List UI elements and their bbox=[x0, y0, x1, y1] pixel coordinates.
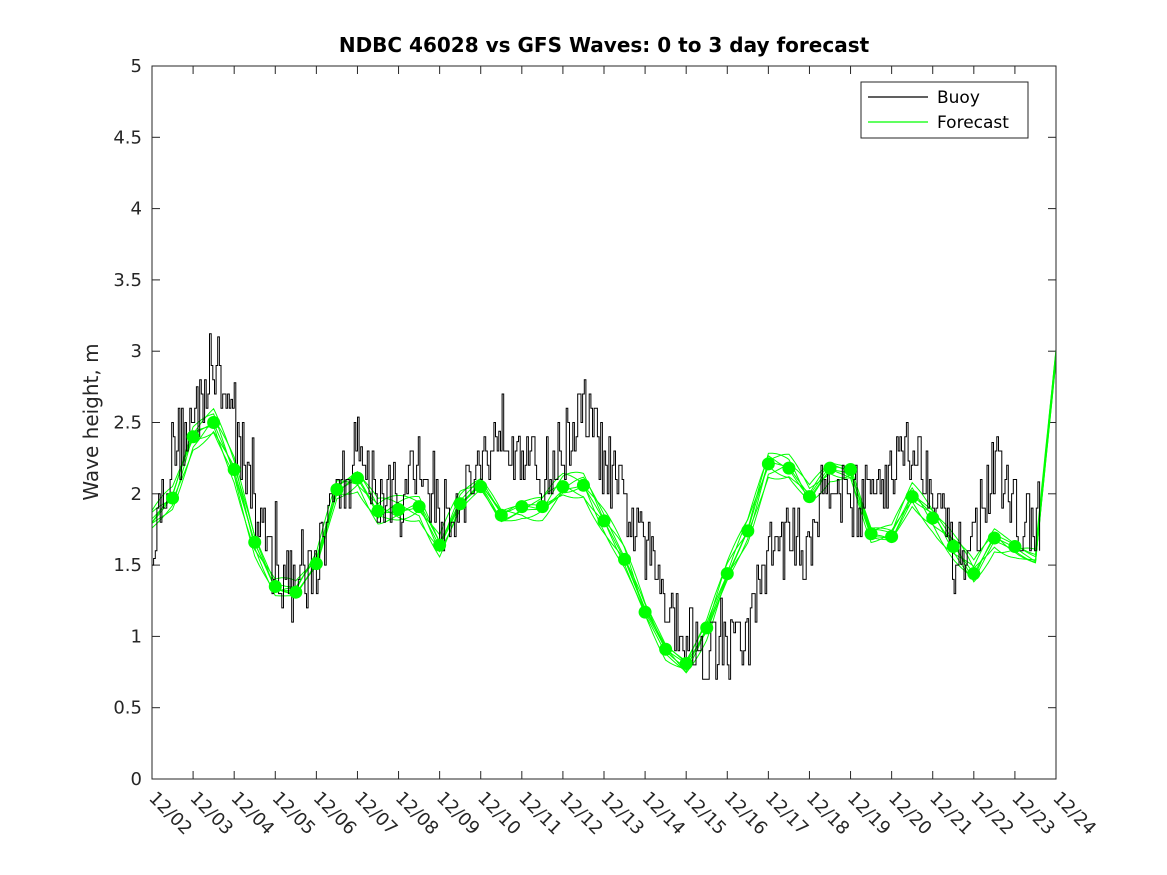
forecast-marker bbox=[474, 480, 488, 494]
forecast-marker bbox=[248, 535, 262, 549]
forecast-marker bbox=[289, 585, 303, 599]
forecast-marker bbox=[392, 502, 406, 516]
y-tick-label: 5 bbox=[131, 56, 142, 77]
forecast-marker bbox=[967, 567, 981, 581]
forecast-marker bbox=[433, 538, 447, 552]
forecast-marker bbox=[700, 621, 714, 635]
forecast-marker bbox=[741, 524, 755, 538]
forecast-marker bbox=[782, 461, 796, 475]
y-tick-label: 2.5 bbox=[113, 413, 142, 434]
forecast-marker bbox=[659, 642, 673, 656]
forecast-marker bbox=[946, 540, 960, 554]
legend-label-forecast: Forecast bbox=[937, 113, 1009, 133]
legend-box bbox=[860, 81, 1029, 139]
forecast-line bbox=[151, 351, 1057, 670]
forecast-marker bbox=[166, 491, 180, 505]
forecast-marker bbox=[227, 463, 241, 477]
forecast-marker bbox=[679, 656, 693, 670]
y-tick-label: 1.5 bbox=[113, 555, 142, 576]
forecast-marker bbox=[802, 490, 816, 504]
forecast-marker bbox=[761, 457, 775, 471]
forecast-marker bbox=[186, 430, 200, 444]
forecast-marker bbox=[987, 531, 1001, 545]
legend-label-buoy: Buoy bbox=[937, 88, 980, 108]
forecast-marker bbox=[823, 461, 837, 475]
forecast-line bbox=[151, 356, 1057, 664]
forecast-markers bbox=[166, 416, 1022, 670]
forecast-marker bbox=[350, 471, 364, 485]
forecast-marker bbox=[412, 500, 426, 514]
y-tick-label: 3 bbox=[131, 341, 142, 362]
forecast-marker bbox=[618, 552, 632, 566]
plot-frame bbox=[151, 65, 1057, 780]
forecast-marker bbox=[371, 504, 385, 518]
forecast-marker bbox=[494, 508, 508, 522]
forecast-marker bbox=[597, 514, 611, 528]
y-tick-label: 4 bbox=[131, 199, 142, 220]
forecast-marker bbox=[453, 497, 467, 511]
forecast-marker bbox=[535, 500, 549, 514]
y-tick-label: 0 bbox=[131, 769, 142, 790]
forecast-marker bbox=[885, 530, 899, 544]
forecast-marker bbox=[576, 478, 590, 492]
chart-title: NDBC 46028 vs GFS Waves: 0 to 3 day fore… bbox=[339, 33, 870, 57]
y-tick-label: 2 bbox=[131, 484, 142, 505]
forecast-marker bbox=[309, 557, 323, 571]
y-tick-label: 0.5 bbox=[113, 698, 142, 719]
y-axis-label: Wave height, m bbox=[79, 343, 103, 500]
forecast-marker bbox=[207, 416, 221, 429]
forecast-marker bbox=[1008, 540, 1022, 554]
y-axis: 0 0.5 1 1.5 2 2.5 3 3.5 4 4.5 5 bbox=[113, 56, 1056, 790]
forecast-marker bbox=[268, 579, 282, 593]
y-tick-label: 3.5 bbox=[113, 270, 142, 291]
forecast-marker bbox=[330, 483, 344, 497]
forecast-marker bbox=[638, 605, 652, 619]
forecast-marker bbox=[720, 567, 734, 581]
legend: Buoy Forecast bbox=[860, 81, 1029, 139]
y-tick-label: 1 bbox=[131, 626, 142, 647]
forecast-marker bbox=[844, 463, 858, 477]
forecast-marker bbox=[864, 527, 878, 541]
forecast-line bbox=[151, 361, 1057, 662]
y-tick-label: 4.5 bbox=[113, 127, 142, 148]
forecast-marker bbox=[926, 511, 940, 525]
forecast-marker bbox=[905, 490, 919, 504]
buoy-line bbox=[151, 333, 1041, 680]
forecast-marker bbox=[515, 500, 529, 514]
forecast-marker bbox=[556, 480, 570, 494]
